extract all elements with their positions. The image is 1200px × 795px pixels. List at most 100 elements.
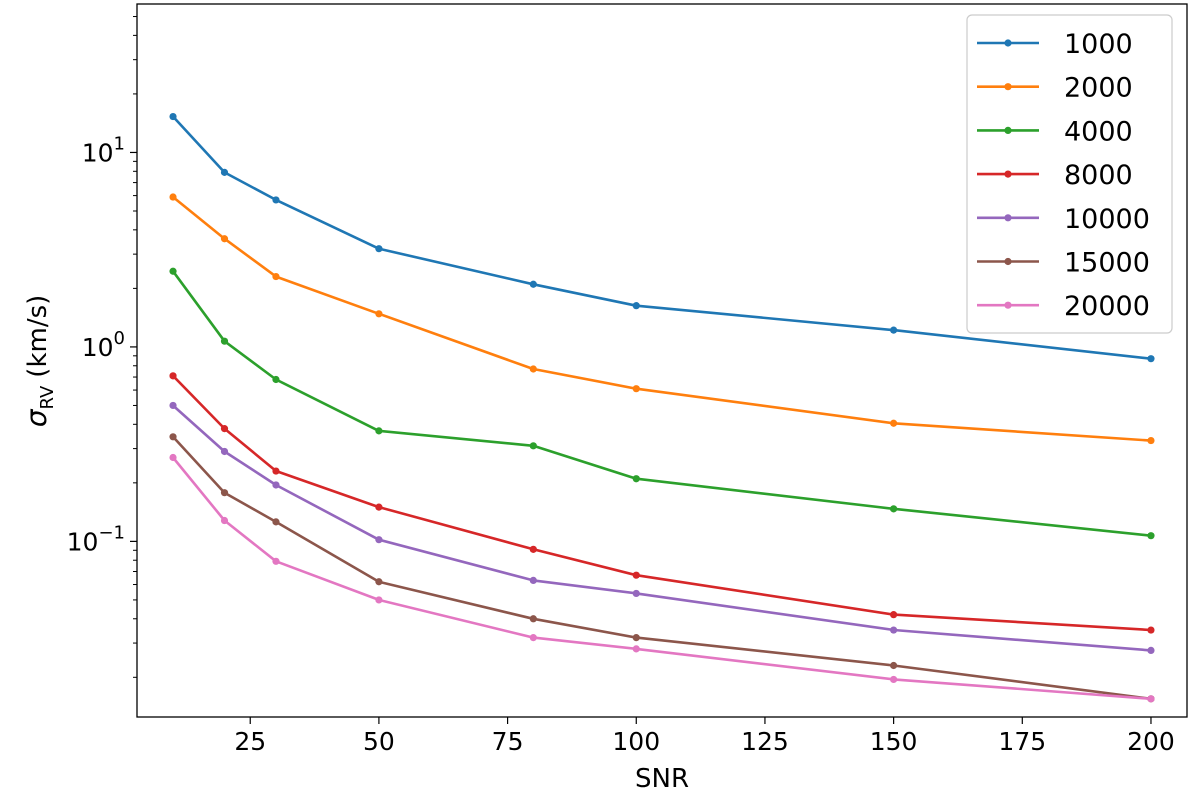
data-point: [632, 571, 640, 579]
legend-swatch-marker: [1004, 214, 1012, 222]
data-point: [890, 611, 898, 619]
data-point: [529, 365, 537, 373]
data-point: [272, 467, 280, 475]
legend-swatch-marker: [1004, 39, 1012, 47]
series-10000: [169, 401, 1155, 655]
series-line: [172, 404, 1152, 652]
data-point: [272, 375, 280, 384]
series-4000: [169, 267, 1155, 540]
series-8000: [169, 372, 1155, 634]
x-tick-label: 75: [492, 727, 524, 756]
x-tick-label: 50: [363, 727, 395, 756]
x-axis-label: SNR: [635, 764, 689, 794]
data-point: [375, 536, 383, 544]
data-point: [375, 245, 383, 253]
data-point: [632, 385, 640, 393]
data-point: [890, 505, 898, 513]
data-point: [169, 112, 177, 121]
data-point: [169, 453, 177, 462]
series-line: [172, 374, 1152, 632]
data-point: [169, 401, 177, 410]
data-point: [890, 661, 898, 670]
legend-label: 20000: [1064, 291, 1150, 322]
data-point: [272, 481, 280, 489]
data-point: [375, 596, 383, 604]
y-axis-label: σRV (km/s): [20, 295, 58, 428]
data-point: [632, 645, 640, 653]
x-tick-label: 100: [612, 727, 660, 756]
series-15000: [169, 433, 1155, 703]
legend-item: 8000: [977, 160, 1133, 191]
legend-swatch-marker: [1004, 83, 1012, 91]
y-axis-label-symbol: σ: [20, 408, 53, 427]
data-point: [220, 337, 229, 345]
series-line: [171, 456, 1152, 701]
data-point: [529, 576, 537, 585]
data-point: [890, 326, 898, 334]
data-point: [169, 433, 177, 441]
legend-swatch-marker: [1004, 126, 1012, 134]
y-axis-label-subscript: RV: [37, 385, 58, 410]
legend: 1000 2000 4000 8000 10000 15000 20000: [966, 14, 1173, 334]
data-point: [272, 518, 280, 526]
data-point: [272, 196, 280, 204]
data-point: [1147, 532, 1155, 540]
data-point: [272, 272, 280, 281]
series-line: [172, 435, 1152, 701]
x-tick-label: 25: [234, 727, 266, 756]
series-lines: [169, 112, 1155, 703]
legend-label: 2000: [1064, 73, 1133, 104]
data-point: [375, 427, 383, 435]
legend-item: 20000: [977, 291, 1150, 322]
data-point: [375, 310, 383, 318]
legend-item: 4000: [977, 116, 1133, 147]
legend-label: 1000: [1064, 29, 1133, 60]
data-point: [1147, 626, 1155, 634]
x-tick-label: 175: [998, 727, 1046, 756]
series-20000: [169, 453, 1155, 703]
data-point: [529, 615, 537, 623]
series-2000: [169, 193, 1155, 445]
data-point: [220, 425, 229, 433]
data-point: [529, 280, 537, 288]
series-line: [171, 270, 1152, 537]
data-point: [169, 372, 177, 380]
data-point: [529, 634, 537, 642]
data-point: [632, 302, 640, 310]
x-tick-label: 200: [1127, 727, 1175, 756]
axis-ticks: 25 50 75 100 125 150 175 200 101 100 10−1: [67, 16, 1175, 756]
x-tick-label: 150: [870, 727, 918, 756]
series-line: [172, 115, 1152, 360]
data-point: [220, 447, 229, 456]
legend-swatch-marker: [1004, 301, 1012, 309]
x-tick-label: 125: [741, 727, 789, 756]
legend-swatch-marker: [1004, 257, 1012, 266]
data-point: [272, 557, 280, 565]
data-point: [375, 578, 383, 586]
data-point: [529, 442, 537, 450]
data-point: [375, 503, 383, 511]
data-point: [220, 168, 229, 176]
legend-item: 15000: [977, 248, 1150, 279]
data-point: [890, 675, 898, 684]
data-point: [220, 235, 229, 243]
data-point: [632, 475, 640, 483]
y-tick-label: 101: [82, 133, 125, 167]
data-point: [1147, 646, 1155, 655]
data-point: [220, 489, 229, 497]
data-point: [1147, 355, 1155, 363]
y-tick-label: 10−1: [67, 522, 125, 556]
data-point: [1147, 695, 1155, 703]
plot-frame: [136, 3, 1188, 718]
data-point: [632, 589, 640, 598]
legend-label: 4000: [1064, 116, 1133, 147]
data-point: [632, 634, 640, 642]
y-tick-label: 100: [82, 328, 125, 362]
legend-label: 10000: [1064, 204, 1150, 235]
data-point: [1147, 436, 1155, 445]
legend-swatch-marker: [1004, 170, 1012, 178]
data-point: [169, 267, 177, 275]
series-line: [172, 195, 1152, 442]
series-1000: [169, 112, 1155, 363]
